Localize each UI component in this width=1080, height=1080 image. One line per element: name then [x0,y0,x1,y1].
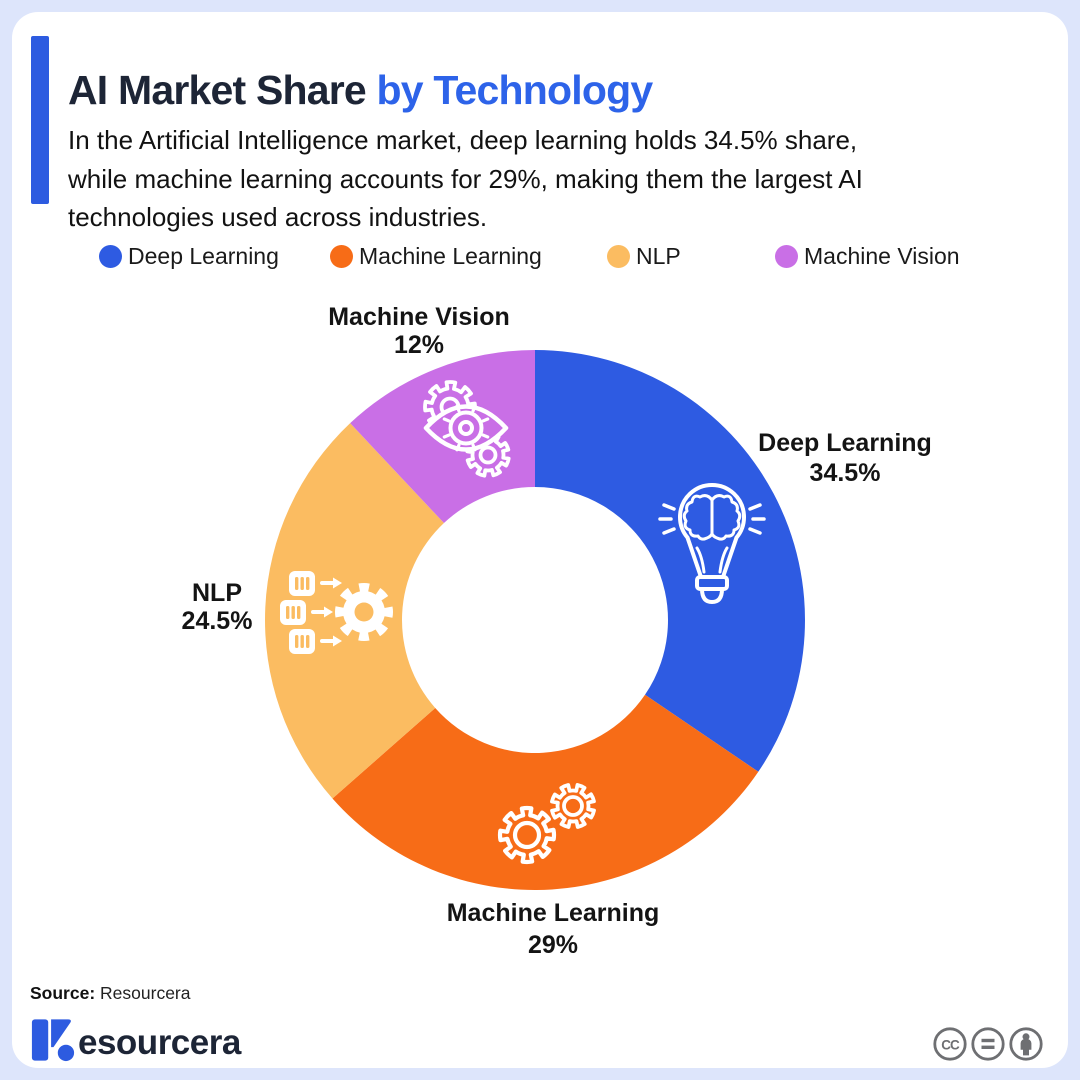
slice-deep-learning [535,350,805,772]
page-title-dark: AI Market Share [68,67,367,114]
legend-item-machine-learning: Machine Learning [330,243,542,270]
legend-label: Machine Learning [359,243,542,269]
source-line: Source: Resourcera [30,983,191,1004]
slice-name-text: Machine Learning [447,899,660,927]
by-person-icon [1009,1027,1043,1061]
slice-icons [280,380,766,865]
legend-label: Deep Learning [128,243,279,269]
svg-text:CC: CC [941,1037,960,1052]
slice-name-text: Machine Vision [328,303,510,331]
text-to-gear-icon [280,571,394,654]
eye-gears-icon [423,380,511,478]
slice-percent-text: 12% [394,331,444,359]
legend-item-nlp: NLP [607,243,681,270]
slice-percent-text: 34.5% [810,459,881,487]
card-background [12,12,1068,1068]
slice-machine-learning [332,694,759,890]
brand-logo-icon [31,1019,75,1062]
slice-name-text: Deep Learning [758,429,932,457]
label-machine-learning: Machine Learning 29% [447,899,660,959]
source-value: Resourcera [100,983,191,1003]
legend-dot-machine-learning [330,245,353,268]
slice-percent-text: 24.5% [182,607,253,635]
nd-equals-icon [971,1027,1005,1061]
brand-logo: esourcera [30,1016,241,1063]
legend-dot-deep-learning [99,245,122,268]
slice-percent-text: 29% [528,931,578,959]
legend-label: NLP [636,243,681,269]
page-subtitle: In the Artificial Intelligence market, d… [68,125,863,232]
slice-name-text: NLP [192,579,242,607]
chart-legend: Deep Learning Machine Learning NLP Machine … [0,243,1080,273]
legend-label: Machine Vision [804,243,960,269]
page-title-accent: by Technology [376,67,654,114]
license-icons: CC [933,1027,1043,1061]
lightbulb-brain-icon [658,483,766,604]
title-accent-bar [31,36,49,204]
source-label: Source: [30,983,96,1003]
brand-wordmark: esourcera [78,1023,241,1062]
cc-icon: CC [933,1027,967,1061]
gears-icon [497,783,596,865]
legend-dot-machine-vision [775,245,798,268]
legend-item-machine-vision: Machine Vision [775,243,960,270]
page-title: AI Market Share by Technology [68,67,654,114]
legend-dot-nlp [607,245,630,268]
legend-item-deep-learning: Deep Learning [99,243,279,270]
